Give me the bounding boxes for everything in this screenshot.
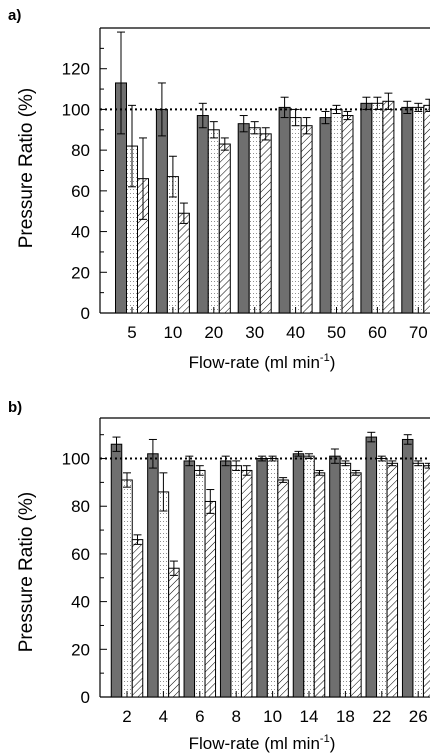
bar [376,458,388,698]
y-tick-label: 40 [71,593,90,612]
bar [360,102,373,314]
y-tick-label: 60 [71,545,90,564]
bar [110,443,123,698]
y-tick-label: 60 [71,182,90,201]
bar [401,438,414,698]
bar [422,465,430,698]
chart-panel-b: b) Pressure Ratio (%) 0 20 40 60 80 100 2 4 6 8 10… [8,399,430,753]
bar [207,129,220,314]
bar [371,102,384,314]
y-tick-label: 40 [71,223,90,242]
bar [219,460,232,698]
bar [155,108,168,314]
y-tick-label: 20 [71,640,90,659]
chart-panel-a: a) Pressure Ratio (%) 0 20 40 60 80 100 120 5 10… [8,7,430,372]
bar [329,455,341,698]
x-tick-label: 18 [336,707,355,726]
bar [292,453,305,698]
x-tick-label: 10 [263,707,282,726]
bar [183,460,196,698]
bar [412,462,424,698]
bar [256,458,268,698]
y-axis-label: Pressure Ratio (%) [16,492,37,653]
bar [341,115,354,314]
bar [386,462,399,698]
bar [266,458,279,698]
x-axis-label: Flow-rate (ml min-1) [189,733,336,753]
bar [196,115,209,314]
x-tick-label: 2 [122,707,131,726]
x-tick-label: 26 [409,707,428,726]
y-tick-label: 80 [71,497,90,516]
bar [259,133,272,314]
bar [289,117,302,314]
x-tick-label: 14 [300,707,319,726]
bar [339,462,352,698]
x-tick-label: 22 [372,707,391,726]
bar [240,469,253,698]
bar [147,453,159,698]
bar [365,436,378,698]
y-tick-label: 0 [81,688,90,707]
x-tick-label: 6 [195,707,204,726]
bar [121,479,133,698]
bar [204,500,217,698]
x-tick-label: 60 [368,323,387,342]
y-tick-label: 0 [81,304,90,323]
bar [237,123,250,314]
y-tick-label: 100 [62,450,90,469]
bar [157,491,170,698]
bar [382,100,395,314]
x-tick-label: 4 [159,707,168,726]
x-tick-label: 50 [327,323,346,342]
y-tick-label: 20 [71,263,90,282]
y-tick-label: 80 [71,141,90,160]
bar [248,127,261,314]
bar [350,472,362,698]
x-tick-label: 5 [127,323,136,342]
x-tick-label: 10 [163,323,182,342]
bar [300,125,313,314]
x-tick-label: 70 [409,323,428,342]
bar [177,212,190,314]
bar [278,106,291,314]
bar [303,455,315,698]
bar [330,108,343,314]
bar [319,117,332,314]
panel-label: a) [8,7,21,24]
bar [194,469,206,698]
x-tick-label: 40 [286,323,305,342]
x-axis-label: Flow-rate (ml min-1) [189,352,336,372]
bar [218,143,231,314]
bar [412,106,425,314]
bar [401,106,414,314]
y-tick-label: 100 [62,100,90,119]
bar [423,104,430,314]
bar [277,479,289,698]
bar [230,465,242,698]
x-tick-label: 8 [231,707,240,726]
bar [168,567,180,698]
x-tick-label: 30 [245,323,264,342]
bar [313,472,326,698]
y-axis-label: Pressure Ratio (%) [16,88,37,249]
x-tick-label: 20 [204,323,223,342]
panel-label: b) [8,399,22,416]
bar [131,539,144,698]
y-tick-label: 120 [62,60,90,79]
